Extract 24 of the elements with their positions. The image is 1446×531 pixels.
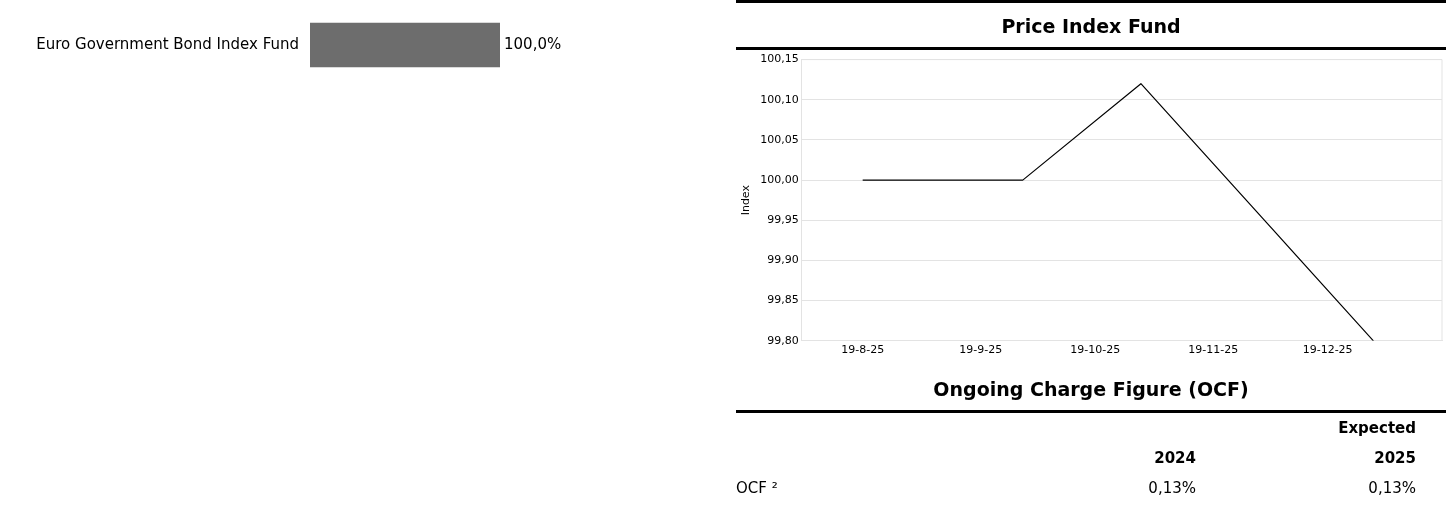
y-tick-label: 100,10	[760, 92, 799, 106]
y-tick-label: 99,90	[767, 253, 799, 267]
chart-title: Price Index Fund	[736, 0, 1446, 50]
x-tick-label: 19-9-25	[959, 343, 1003, 357]
text: 0,13%	[1367, 479, 1416, 497]
y-tick-label: 99,80	[767, 333, 799, 347]
x-tick-label: 19-11-25	[1188, 343, 1239, 357]
x-tick-label: 19-8-25	[841, 343, 885, 357]
x-tick-label: 19-12-25	[1302, 343, 1353, 357]
text: Expected	[1337, 419, 1416, 437]
y-axis-title: Index	[739, 184, 753, 216]
y-tick-label: 99,95	[767, 213, 799, 227]
x-tick-label: 19-10-25	[1070, 343, 1121, 357]
text: OCF ²	[736, 479, 779, 497]
y-tick-label: 100,15	[760, 52, 799, 66]
text: 0,13%	[1147, 479, 1196, 497]
y-tick-label: 100,00	[760, 172, 799, 186]
y-tick-label: 99,85	[767, 293, 799, 307]
text: Ongoing Charge Figure (OCF)	[736, 370, 1446, 413]
data-label: 100,0%	[504, 34, 562, 53]
y-tick-label: Euro Government Bond Index Fund	[36, 34, 299, 53]
text: 2025	[1373, 449, 1416, 467]
y-tick-label: 100,05	[760, 132, 799, 146]
text: 2024	[1153, 449, 1196, 467]
